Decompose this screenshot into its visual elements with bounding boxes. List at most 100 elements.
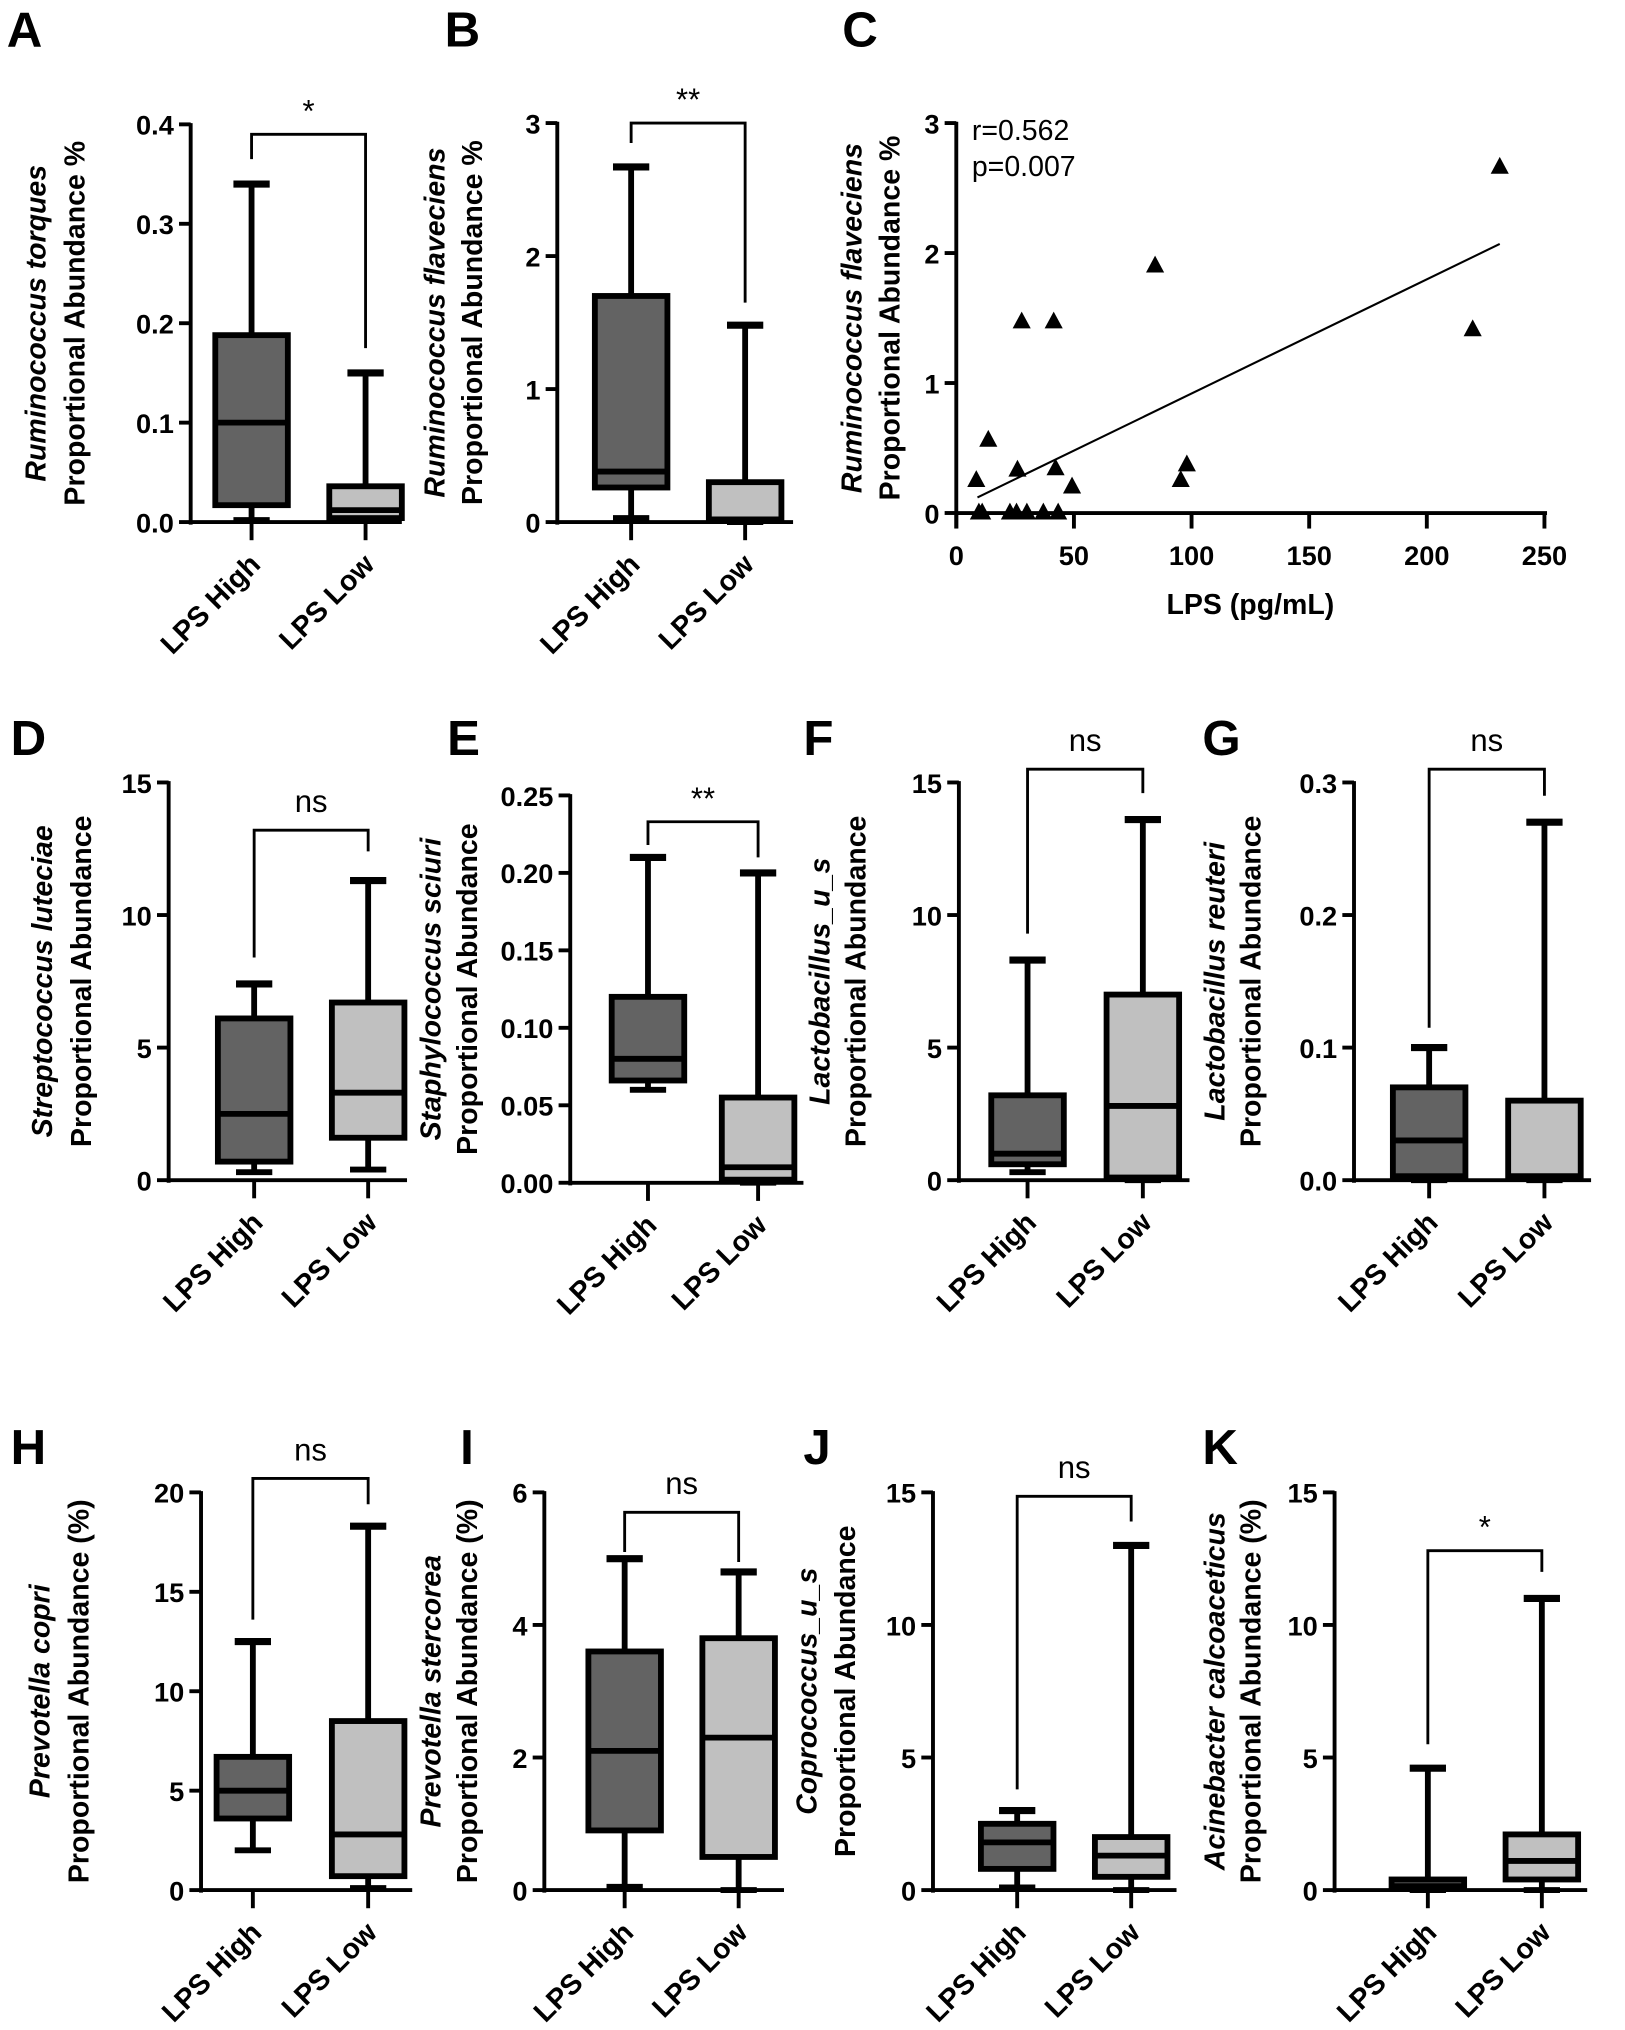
panel-letter: E [447, 711, 480, 766]
box-lps-high [608, 853, 688, 1093]
box-lps-high [1389, 1044, 1469, 1184]
significance-label: * [1479, 1510, 1491, 1545]
box-lps-low [1091, 1541, 1171, 1894]
y-tick-label: 0.2 [136, 309, 174, 340]
y-tick-label: 0.3 [1299, 768, 1337, 799]
y-tick-label: 0 [525, 507, 540, 538]
panel-letter: K [1202, 1420, 1238, 1475]
significance-bracket [1426, 1549, 1544, 1745]
iqr-box [1505, 1097, 1584, 1181]
y-tick-label: 0.1 [136, 408, 174, 439]
x-category-label: LPS Low [1050, 1206, 1158, 1314]
x-category-label: LPS High [155, 548, 267, 660]
iqr-box [326, 483, 405, 522]
x-category-label: LPS Low [646, 1916, 754, 2024]
x-tick-label: 50 [1059, 540, 1089, 571]
y-tick-label: 10 [912, 900, 942, 931]
significance-bracket [646, 820, 760, 858]
y-tick-label: 0.3 [136, 209, 174, 240]
panel-letter: C [842, 3, 878, 58]
x-axis-label: LPS (pg/mL) [1166, 589, 1334, 621]
iqr-box [977, 1820, 1057, 1872]
panel-letter: I [460, 1420, 474, 1475]
significance-label: ns [665, 1466, 698, 1501]
panel-k: K 0 5 10 15 Acinebacter calcoaceticus Proporti… [1199, 1420, 1588, 2029]
y-axis-label: Proportional Abundance % [457, 140, 489, 505]
significance-label: ns [1470, 723, 1503, 758]
iqr-box [214, 1015, 294, 1165]
y-axis-label-species: Ruminococcus flaveciens [420, 148, 452, 498]
y-tick-label: 0 [927, 1166, 942, 1197]
y-tick-label: 5 [927, 1033, 942, 1064]
y-tick-label: 0.0 [136, 507, 174, 538]
panel-letter: J [803, 1420, 830, 1475]
y-tick-label: 0.25 [500, 781, 553, 812]
y-tick-label: 4 [512, 1610, 527, 1641]
x-tick-label: 100 [1169, 540, 1214, 571]
y-tick-label: 10 [122, 900, 152, 931]
y-axis-label: Proportional Abundance % [874, 136, 906, 501]
y-axis-label: Proportional Abundance [452, 823, 484, 1154]
data-point [1046, 458, 1065, 476]
significance-label: ns [295, 784, 328, 819]
y-axis-label-species: Prevotella copri [24, 1583, 56, 1798]
y-axis-label: Proportional Abundance [830, 1526, 862, 1857]
y-axis-label-species: Ruminococcus flaveciens [837, 143, 869, 493]
data-point [1177, 454, 1196, 472]
y-axis-label-species: Lactobacillus reuteri [1199, 841, 1231, 1121]
data-point [1017, 502, 1036, 520]
y-axis-label-species: Streptococcus luteciae [27, 825, 59, 1137]
box-lps-high [213, 1637, 293, 1854]
box-lps-low [1103, 816, 1183, 1184]
panel-letter: D [11, 711, 47, 766]
x-category-label: LPS Low [653, 548, 761, 656]
significance-label: ns [1069, 723, 1102, 758]
y-tick-label: 0.00 [500, 1168, 553, 1199]
significance-label: ns [1058, 1450, 1091, 1485]
data-point [1463, 319, 1482, 337]
y-tick-label: 0.05 [500, 1091, 553, 1122]
y-tick-label: 0 [137, 1166, 152, 1197]
box-lps-high [212, 180, 291, 524]
y-tick-label: 0.10 [500, 1013, 553, 1044]
data-point [979, 429, 998, 447]
y-axis-label: Proportional Abundance [841, 816, 873, 1147]
x-category-label: LPS High [1331, 1916, 1443, 2028]
y-tick-label: 0.1 [1299, 1033, 1337, 1064]
y-axis-label: Proportional Abundance (%) [452, 1499, 484, 1883]
y-tick-label: 0.15 [500, 936, 553, 967]
x-category-label: LPS Low [1449, 1916, 1557, 2024]
y-axis-label-species: Staphylococcus sciuri [416, 837, 448, 1141]
box-lps-low [1505, 818, 1584, 1184]
y-axis-label: Proportional Abundance % [59, 141, 91, 506]
x-category-label: LPS High [931, 1207, 1043, 1319]
y-tick-label: 0.4 [136, 110, 174, 141]
data-point [1012, 311, 1031, 329]
x-tick-label: 0 [949, 540, 964, 571]
correlation-p: p=0.007 [972, 151, 1076, 183]
iqr-box [591, 293, 671, 491]
box-lps-high [988, 956, 1067, 1176]
iqr-box [1389, 1084, 1469, 1180]
x-category-label: LPS High [156, 1916, 268, 2028]
y-axis-label-species: Acinebacter calcoaceticus [1199, 1512, 1231, 1871]
iqr-box [328, 1718, 408, 1880]
panel-b: B 0 1 2 3 Ruminococcus flaveciens Proportional… [420, 3, 794, 661]
y-tick-label: 10 [1287, 1610, 1317, 1641]
data-point [1044, 311, 1063, 329]
y-tick-label: 5 [901, 1743, 916, 1774]
panel-letter: F [803, 711, 833, 766]
x-category-label: LPS Low [1452, 1206, 1560, 1314]
y-tick-label: 15 [154, 1577, 184, 1608]
box-lps-low [718, 869, 798, 1186]
y-tick-label: 0 [924, 498, 939, 529]
data-point [967, 470, 986, 487]
regression-line [977, 243, 1501, 499]
panel-letter: B [445, 3, 481, 58]
y-tick-label: 2 [924, 238, 939, 269]
box-lps-low [326, 369, 405, 524]
iqr-box [705, 479, 785, 524]
y-tick-label: 10 [886, 1610, 916, 1641]
box-lps-high [591, 163, 671, 521]
